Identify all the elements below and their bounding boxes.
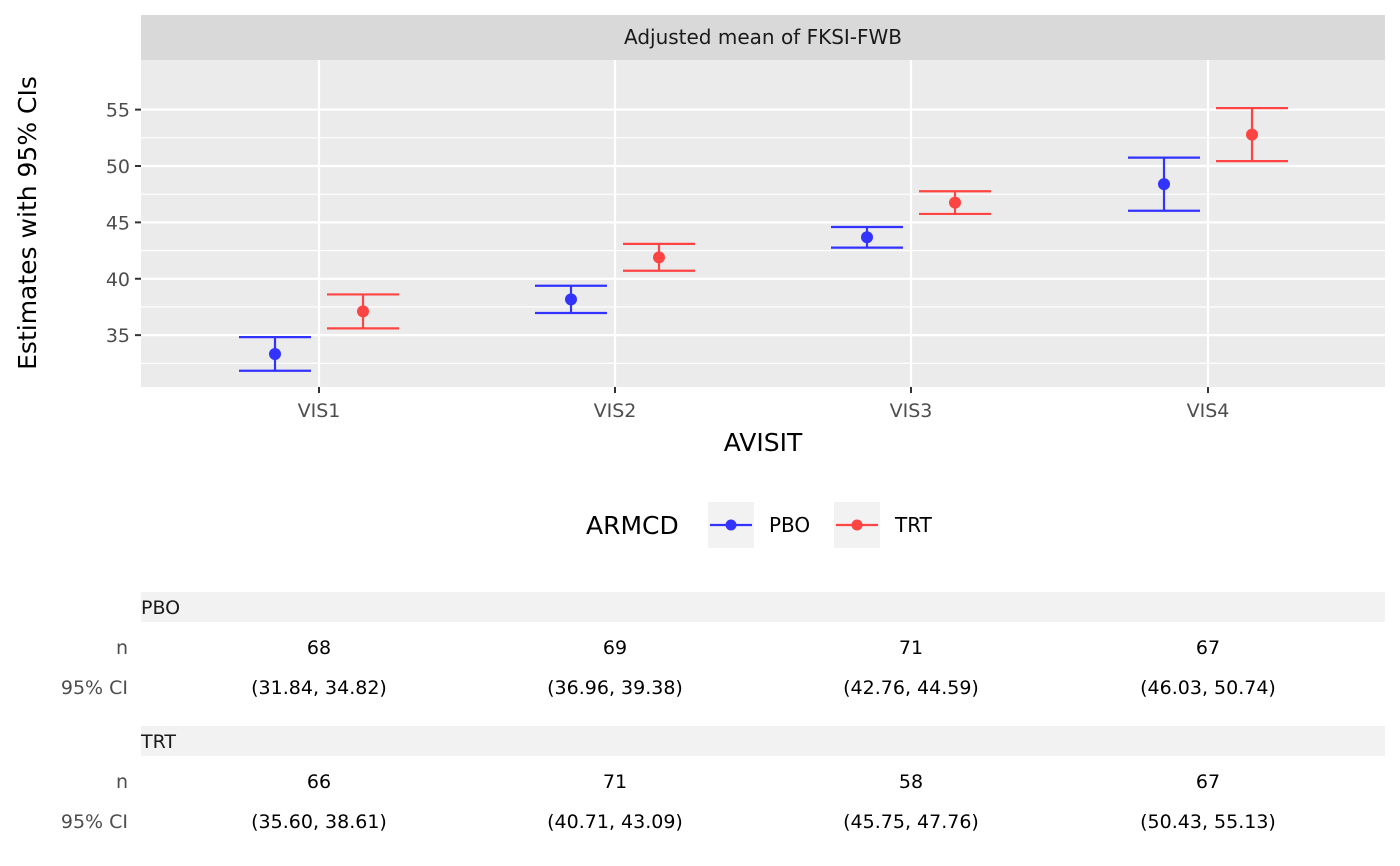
legend-label-trt: TRT bbox=[894, 513, 933, 537]
legend-label-pbo: PBO bbox=[769, 513, 810, 537]
table-cell: 71 bbox=[899, 637, 923, 659]
table-cell: (46.03, 50.74) bbox=[1140, 677, 1276, 699]
point-trt-vis2 bbox=[653, 251, 665, 264]
y-tick-label: 55 bbox=[106, 100, 130, 122]
point-pbo-vis1 bbox=[269, 347, 281, 360]
table-cell: (40.71, 43.09) bbox=[547, 811, 683, 833]
legend-key-pbo-point bbox=[725, 519, 737, 531]
x-tick-label: VIS3 bbox=[890, 400, 933, 422]
x-tick-label: VIS4 bbox=[1187, 400, 1230, 422]
table-cell: (45.75, 47.76) bbox=[843, 811, 979, 833]
y-tick-label: 40 bbox=[106, 269, 130, 291]
table-row-ci-pbo: (31.84, 34.82) (36.96, 39.38) (42.76, 44… bbox=[251, 677, 1276, 699]
table-cell: 67 bbox=[1196, 637, 1220, 659]
facet-title: Adjusted mean of FKSI-FWB bbox=[624, 25, 902, 49]
table-group-strip-pbo bbox=[141, 592, 1385, 622]
table-cell: (31.84, 34.82) bbox=[251, 677, 387, 699]
table-row-label-ci-trt: 95% CI bbox=[61, 811, 128, 833]
table-group-strip-trt bbox=[141, 726, 1385, 756]
table-row-n-trt: 66 71 58 67 bbox=[307, 771, 1220, 793]
table-group-label-trt: TRT bbox=[140, 731, 176, 753]
x-tick-label: VIS1 bbox=[298, 400, 341, 422]
table-row-label-ci-pbo: 95% CI bbox=[61, 677, 128, 699]
table-cell: (35.60, 38.61) bbox=[251, 811, 387, 833]
y-tick-label: 50 bbox=[106, 156, 130, 178]
point-pbo-vis2 bbox=[565, 293, 577, 306]
legend-key-trt-point bbox=[851, 519, 863, 531]
x-axis-title: AVISIT bbox=[724, 428, 803, 457]
y-tick-label: 45 bbox=[106, 212, 130, 234]
table-row-ci-trt: (35.60, 38.61) (40.71, 43.09) (45.75, 47… bbox=[251, 811, 1276, 833]
table-cell: 69 bbox=[603, 637, 627, 659]
table-row-label-n-pbo: n bbox=[116, 637, 128, 659]
axes: 35 40 45 50 55 VIS1 VIS2 VIS3 VIS4 bbox=[106, 100, 1230, 422]
y-tick-label: 35 bbox=[106, 325, 130, 347]
table-cell: (36.96, 39.38) bbox=[547, 677, 683, 699]
point-trt-vis1 bbox=[357, 305, 369, 318]
table-cell: (50.43, 55.13) bbox=[1140, 811, 1276, 833]
table-cell: 66 bbox=[307, 771, 331, 793]
y-axis-title: Estimates with 95% CIs bbox=[13, 76, 42, 370]
table-cell: 71 bbox=[603, 771, 627, 793]
summary-table: PBO n 95% CI 68 69 71 67 (31.84, 34.82) … bbox=[61, 592, 1385, 833]
table-cell: 67 bbox=[1196, 771, 1220, 793]
facet-strip bbox=[141, 15, 1385, 60]
table-cell: 58 bbox=[899, 771, 923, 793]
point-pbo-vis4 bbox=[1158, 178, 1170, 191]
plot-panel bbox=[141, 60, 1385, 387]
gridlines bbox=[141, 60, 1385, 387]
legend: ARMCD PBO TRT bbox=[586, 502, 933, 548]
data-marks bbox=[239, 107, 1288, 372]
table-row-label-n-trt: n bbox=[116, 771, 128, 793]
point-trt-vis4 bbox=[1246, 128, 1258, 141]
point-pbo-vis3 bbox=[861, 231, 873, 244]
table-cell: (42.76, 44.59) bbox=[843, 677, 979, 699]
table-group-label-pbo: PBO bbox=[141, 597, 180, 619]
x-tick-label: VIS2 bbox=[594, 400, 637, 422]
table-row-n-pbo: 68 69 71 67 bbox=[307, 637, 1220, 659]
legend-title: ARMCD bbox=[586, 511, 679, 540]
point-trt-vis3 bbox=[949, 196, 961, 209]
table-cell: 68 bbox=[307, 637, 331, 659]
